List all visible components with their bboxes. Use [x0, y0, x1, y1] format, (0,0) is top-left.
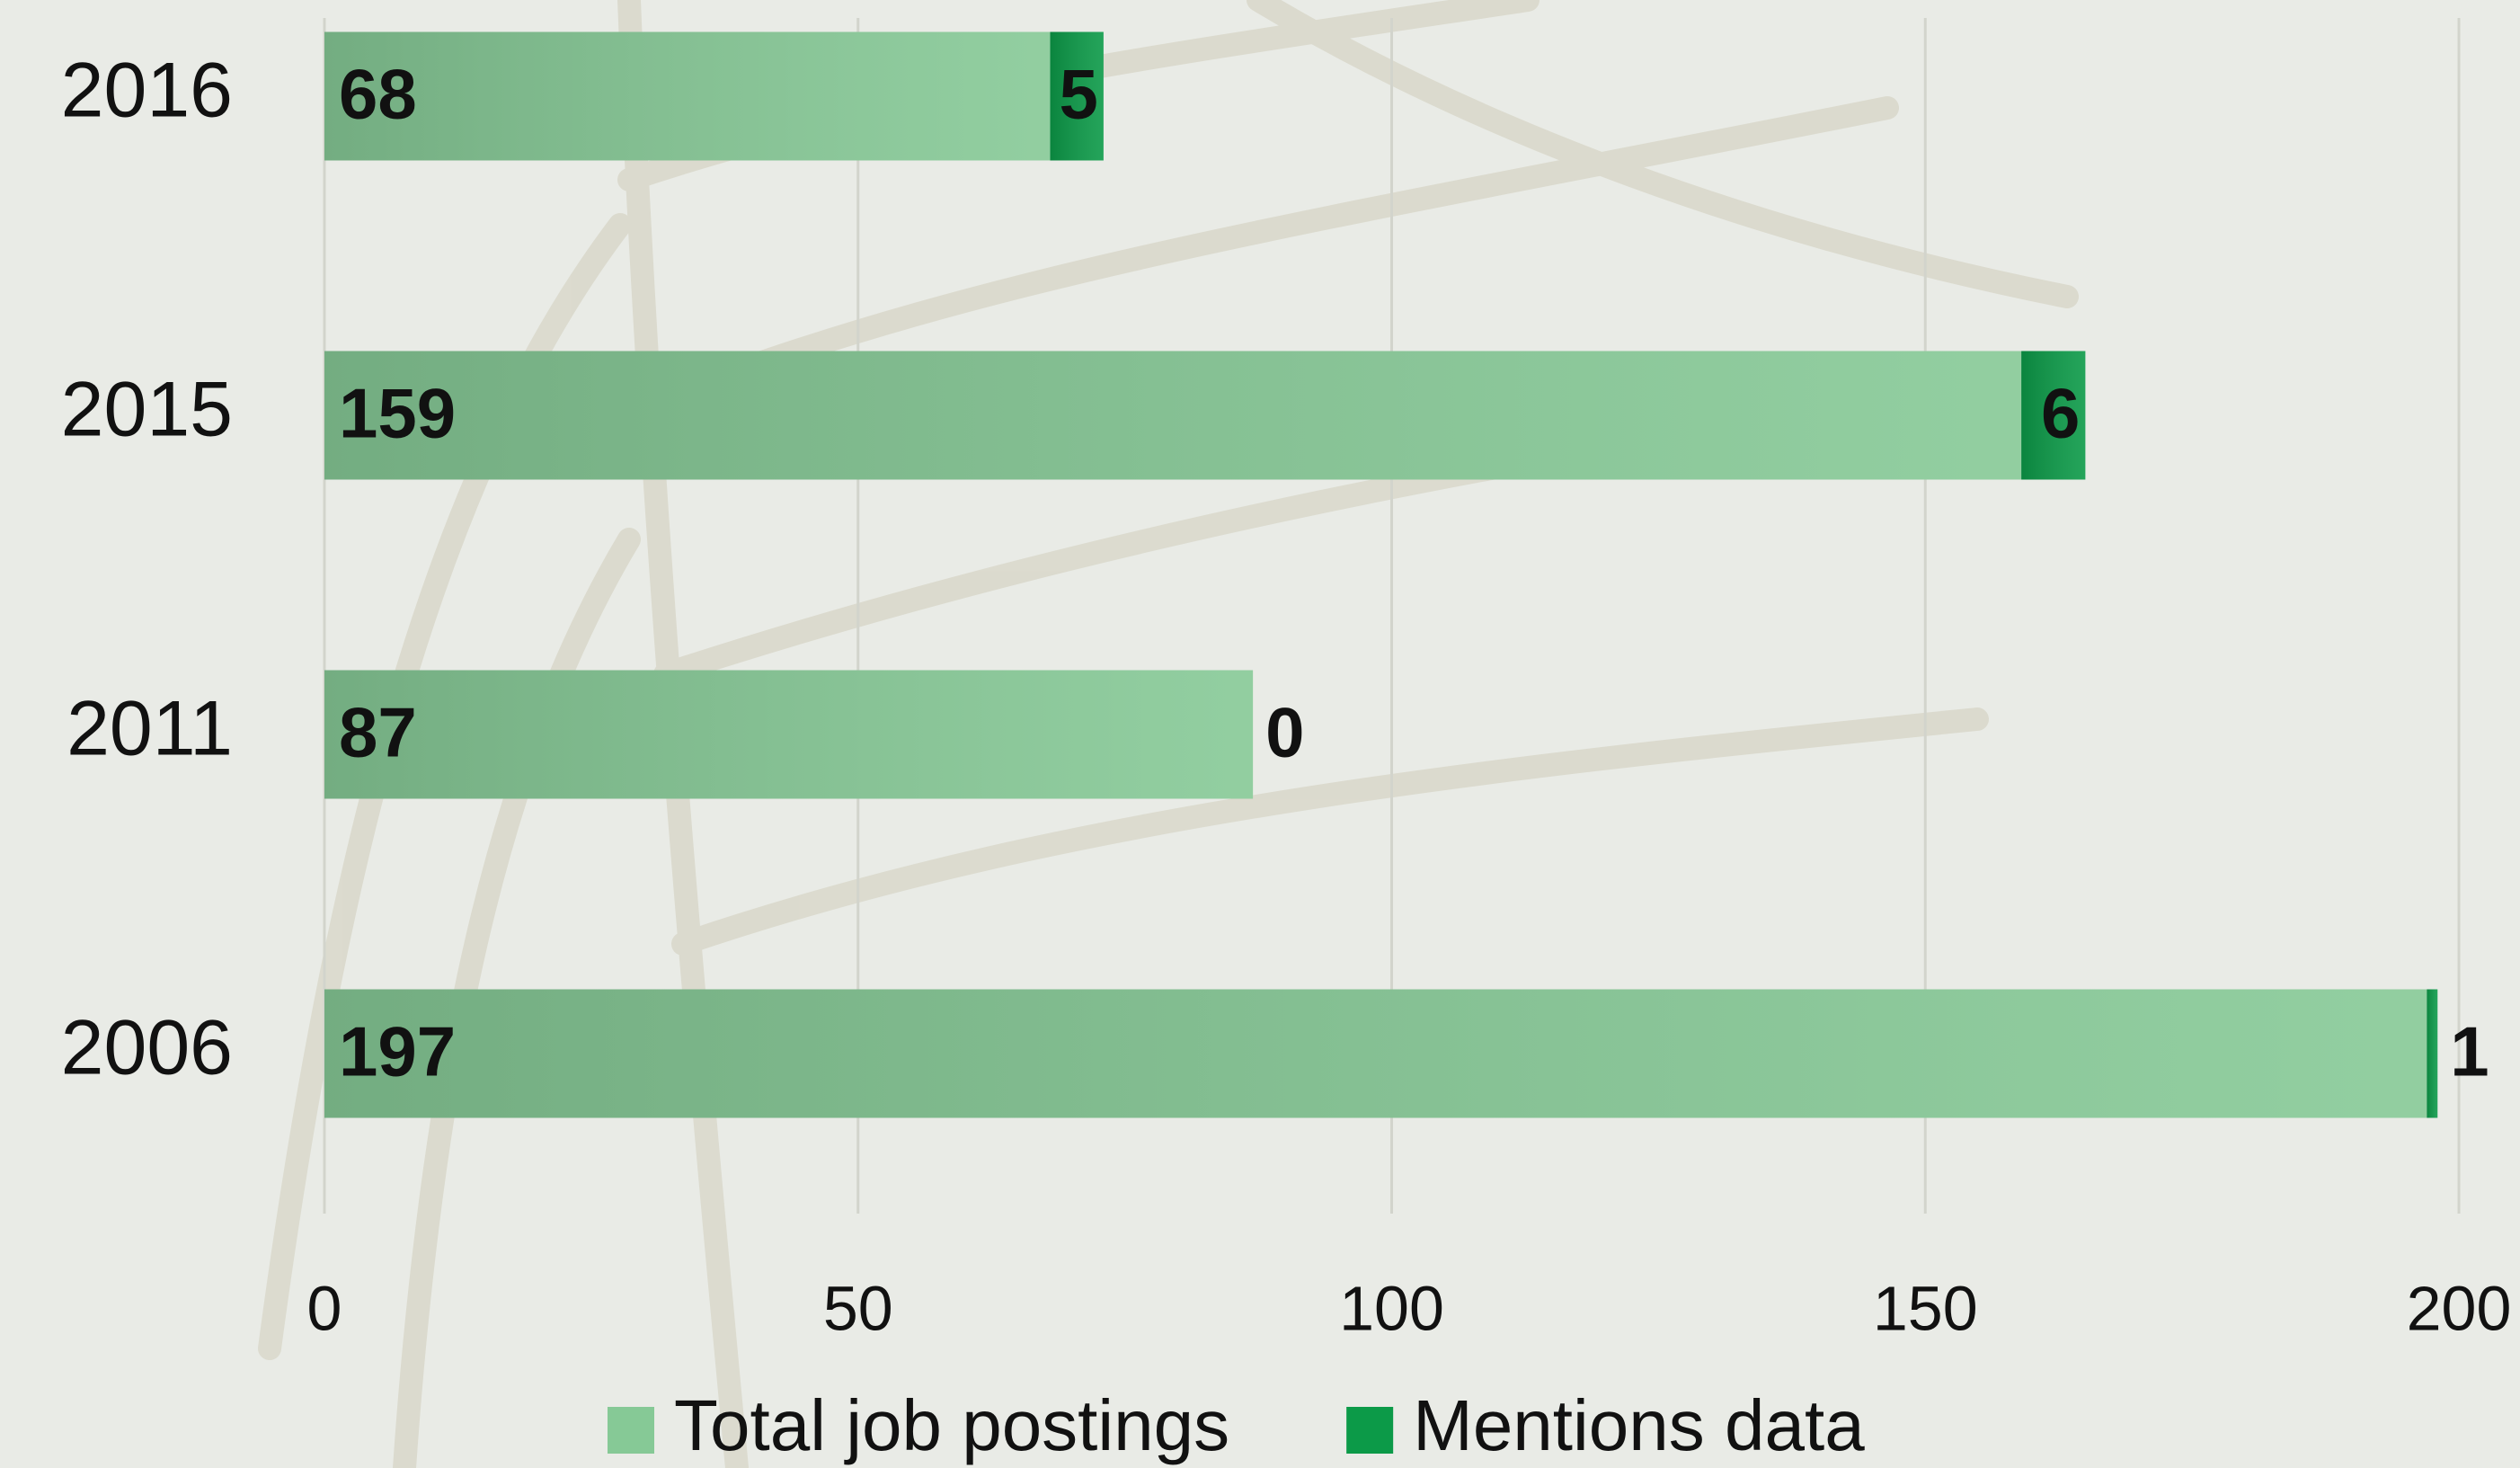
data-label: 68 — [339, 55, 417, 134]
data-label: 197 — [339, 1012, 456, 1091]
y-tick-label: 2006 — [61, 1005, 233, 1091]
bar-shade — [324, 671, 1253, 799]
x-tick-label: 150 — [1873, 1273, 1978, 1343]
legend-label: Mentions data — [1413, 1385, 1865, 1465]
bar-shade — [324, 351, 2021, 480]
data-label: 6 — [2041, 374, 2080, 453]
legend-label: Total job postings — [674, 1385, 1229, 1465]
x-tick-label: 0 — [307, 1273, 342, 1343]
data-label: 5 — [1059, 55, 1097, 134]
bar-shade — [324, 32, 1051, 161]
legend-swatch — [1346, 1407, 1393, 1454]
page: 0 50 100 150 200 2016 68 5 2015 159 6 2011 87 0 2006 19… — [0, 0, 2520, 1468]
legend-swatch — [608, 1407, 654, 1454]
y-tick-label: 2011 — [67, 686, 233, 772]
data-label: 1 — [2450, 1012, 2489, 1091]
x-tick-label: 100 — [1339, 1273, 1444, 1343]
y-tick-label: 2016 — [61, 48, 233, 134]
x-tick-label: 200 — [2407, 1273, 2512, 1343]
x-tick-label: 50 — [823, 1273, 893, 1343]
data-label: 87 — [339, 693, 417, 772]
data-label: 159 — [339, 374, 456, 453]
chart: 0 50 100 150 200 2016 68 5 2015 159 6 2011 87 0 2006 19… — [0, 0, 2520, 1468]
y-tick-label: 2015 — [61, 367, 233, 453]
bar-shade — [2427, 990, 2437, 1118]
data-label: 0 — [1265, 693, 1304, 772]
bar-shade — [324, 990, 2427, 1118]
